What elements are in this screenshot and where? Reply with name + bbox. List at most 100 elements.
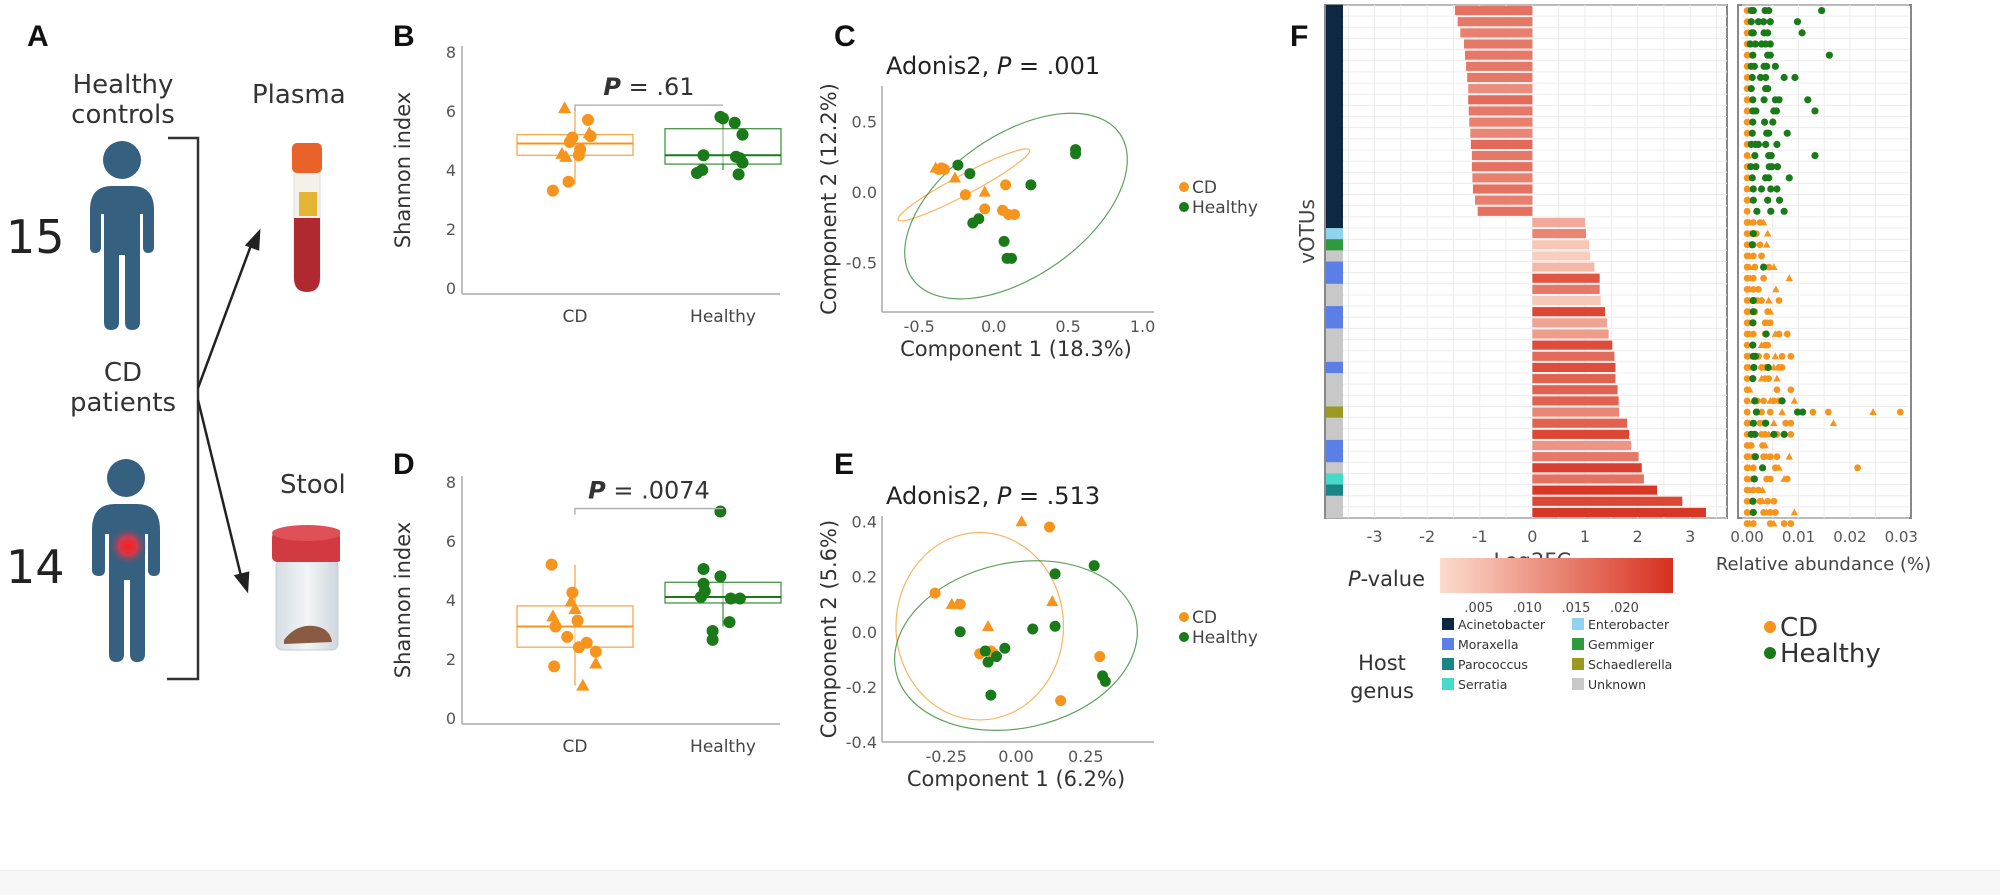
y-axis-label: Component 2 (12.2%) (820, 83, 841, 315)
host-genus-cell (1326, 161, 1343, 173)
log2fc-bar (1532, 240, 1590, 250)
data-point-cd (572, 641, 585, 654)
abundance-point-cd (1749, 486, 1757, 494)
abundance-point-healthy (1761, 118, 1769, 126)
log2fc-bar (1532, 329, 1609, 339)
log2fc-bar (1532, 295, 1601, 306)
chart-c-pcoa-plasma: Adonis2, P = .001 -0.5 0.0 0.5 1.0 -0.5 0.0 0.5… (820, 52, 1258, 361)
host-genus-swatch (1442, 678, 1454, 690)
abundance-point-healthy (1763, 62, 1771, 70)
data-point-healthy (1099, 675, 1111, 687)
host-genus-cell (1326, 339, 1343, 352)
abundance-point-healthy (1752, 408, 1760, 416)
abundance-point-healthy (1766, 40, 1774, 48)
host-genus-cell (1326, 149, 1343, 162)
chart-title: Adonis2, P = .001 (886, 52, 1100, 80)
abundance-point-healthy (1762, 140, 1770, 149)
abundance-point-healthy (1762, 330, 1770, 338)
panel-letter-b: B (393, 20, 415, 53)
legend-label-cd: CD (1192, 178, 1217, 198)
abundance-point-healthy (1811, 151, 1819, 160)
abundance-point-healthy (1748, 174, 1756, 182)
abundance-point-healthy (1773, 163, 1782, 171)
abundance-point-healthy (1762, 73, 1770, 82)
abundance-point-cd (1783, 475, 1791, 483)
chart-title-prefix: Adonis2, (886, 52, 997, 80)
legend-label-cd: CD (1192, 608, 1217, 628)
log2fc-bar (1467, 72, 1533, 83)
data-point-cd (563, 135, 576, 148)
data-point-cd (589, 645, 602, 658)
pvalue-colorbar (1440, 558, 1673, 593)
data-point-cd (582, 113, 594, 126)
significance-bracket (574, 507, 723, 515)
host-genus-cell (1326, 71, 1343, 84)
data-point-healthy (1049, 620, 1061, 632)
abundance-point-cd (1782, 419, 1790, 427)
abundance-point-cd (1766, 307, 1775, 315)
abundance-point-healthy (1751, 40, 1759, 48)
abundance-point-cd (1772, 285, 1780, 293)
abundance-point-cd (1758, 408, 1765, 416)
x-tick-label: -3 (1367, 527, 1383, 546)
colorbar-tick-label: .020 (1610, 601, 1639, 616)
abundance-point-healthy (1749, 29, 1757, 37)
abundance-point-cd (1743, 397, 1751, 405)
data-point-healthy (706, 633, 719, 646)
data-point-cd (1055, 695, 1067, 707)
data-point-healthy (973, 213, 985, 225)
abundance-point-healthy (1748, 129, 1756, 137)
abundance-point-healthy (1756, 73, 1765, 82)
chart-b-shannon-plasma: 0 2 4 6 8 Shannon index CD Healthy P = .61 (391, 43, 782, 327)
abundance-point-cd (1809, 408, 1817, 416)
y-tick-label: 0 (446, 279, 456, 298)
box-healthy (664, 573, 782, 627)
y-tick-label: 4 (446, 161, 456, 180)
abundance-point-cd (1787, 419, 1795, 427)
abundance-point-cd (1747, 442, 1755, 449)
x-tick-label: 1 (1580, 527, 1590, 546)
host-genus-cell (1326, 83, 1343, 95)
y-tick-label: 2 (446, 650, 456, 669)
abundance-point-cd (1743, 341, 1751, 349)
data-point-healthy (728, 116, 741, 129)
pain-spot-icon (108, 526, 148, 566)
log2fc-bar (1532, 485, 1658, 495)
abundance-point-cd (1743, 207, 1751, 215)
abundance-point-cd (1785, 274, 1794, 282)
abundance-point-healthy (1751, 151, 1759, 160)
abundance-point-cd (1766, 408, 1774, 416)
y-tick-label: 6 (446, 102, 456, 121)
abundance-point-cd (1756, 241, 1764, 249)
log2fc-bar (1477, 206, 1533, 216)
panel-letter-d: D (393, 448, 415, 481)
log2fc-bar (1532, 463, 1642, 473)
data-point-healthy (1025, 179, 1037, 191)
log2fc-bar (1532, 507, 1706, 517)
y-tick-label: 0.0 (852, 183, 877, 202)
data-point-cd (929, 587, 941, 599)
host-genus-cell (1326, 127, 1343, 140)
host-genus-cell (1326, 439, 1343, 452)
data-point-healthy (999, 642, 1011, 654)
abundance-point-cd (1829, 419, 1838, 427)
p-value-text: = .0074 (606, 477, 710, 505)
host-genus-title-line1: Host (1358, 651, 1406, 675)
abundance-point-healthy (1750, 363, 1758, 372)
host-genus-cell (1326, 60, 1343, 73)
log2fc-bar (1532, 429, 1630, 439)
data-point-healthy (724, 592, 737, 605)
data-point-cd (589, 656, 603, 669)
host-genus-cell (1326, 484, 1343, 497)
abundance-point-cd (1764, 296, 1773, 304)
abundance-point-healthy (1751, 453, 1759, 461)
plasma-label: Plasma (252, 80, 346, 110)
abundance-point-cd (1760, 274, 1767, 282)
abundance-point-healthy (1770, 430, 1778, 438)
data-point-healthy (1070, 148, 1082, 160)
abundance-point-cd (1770, 419, 1778, 427)
data-point-healthy (1006, 252, 1018, 264)
log2fc-bar (1468, 106, 1533, 116)
abundance-point-healthy (1751, 430, 1759, 438)
abundance-point-healthy (1780, 73, 1788, 82)
